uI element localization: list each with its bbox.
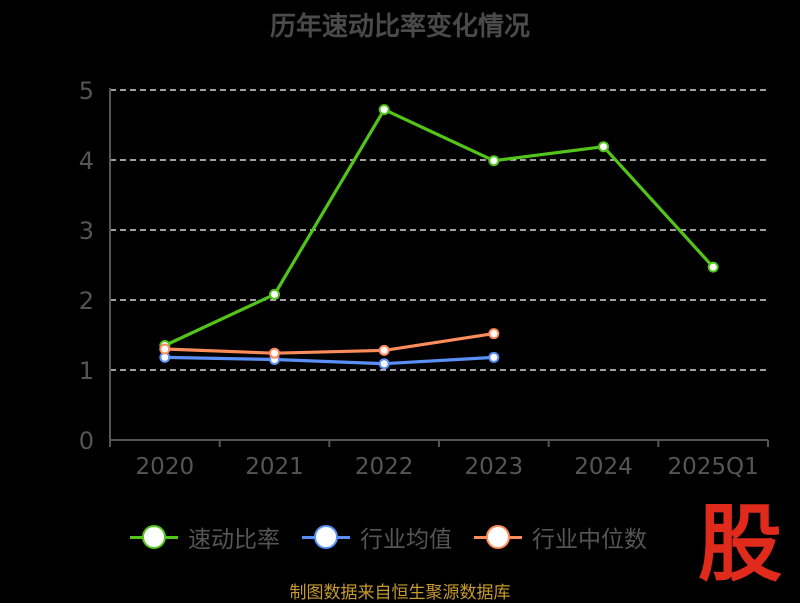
x-tick-label-2025Q1: 2025Q1 xyxy=(668,454,759,480)
y-tick-label-0: 0 xyxy=(79,427,94,455)
data-point-0-2022 xyxy=(378,104,390,116)
chart-title: 历年速动比率变化情况 xyxy=(269,12,530,42)
series-line-1 xyxy=(164,355,494,366)
legend-swatch-quick-ratio xyxy=(130,522,178,552)
x-tick-label-2021: 2021 xyxy=(245,454,304,480)
data-point-1-2022 xyxy=(378,358,390,370)
legend-item-industry-mean[interactable]: 行业均值 xyxy=(302,520,452,554)
x-tick-label-2022: 2022 xyxy=(355,454,414,480)
series-line-0 xyxy=(164,107,715,347)
y-tick-label-4: 4 xyxy=(79,147,94,175)
data-point-0-2021 xyxy=(269,288,280,300)
source-note: 制图数据来自恒生聚源数据库 xyxy=(289,583,511,603)
legend-label-industry-mean: 行业均值 xyxy=(360,527,452,553)
y-tick-label-1: 1 xyxy=(79,357,94,385)
legend-label-industry-median: 行业中位数 xyxy=(532,527,647,553)
y-tick-label-3: 3 xyxy=(79,217,94,245)
x-tick-label-2023: 2023 xyxy=(465,454,524,480)
data-point-0-2024 xyxy=(598,141,609,153)
legend-swatch-industry-median xyxy=(474,522,522,552)
data-point-2-2020 xyxy=(159,343,171,355)
y-tick-label-5: 5 xyxy=(79,77,94,105)
watermark-logo: 股 xyxy=(697,495,782,593)
data-point-1-2023 xyxy=(488,351,500,363)
y-tick-label-2: 2 xyxy=(79,287,94,315)
series-line-2 xyxy=(164,332,495,355)
x-tick-label-2024: 2024 xyxy=(574,454,633,480)
legend-label-quick-ratio: 速动比率 xyxy=(188,527,280,553)
data-point-2-2023 xyxy=(488,328,500,340)
data-point-0-2025Q1 xyxy=(707,261,719,273)
legend-swatch-industry-mean xyxy=(302,522,350,552)
legend-item-quick-ratio[interactable]: 速动比率 xyxy=(130,520,280,554)
data-point-2-2021 xyxy=(269,347,280,359)
x-tick-label-2020: 2020 xyxy=(136,454,195,480)
data-point-2-2022 xyxy=(378,344,390,356)
legend: 速动比率 行业均值 行业中位数 xyxy=(130,520,647,554)
data-point-0-2023 xyxy=(488,155,500,167)
legend-item-industry-median[interactable]: 行业中位数 xyxy=(474,520,647,554)
